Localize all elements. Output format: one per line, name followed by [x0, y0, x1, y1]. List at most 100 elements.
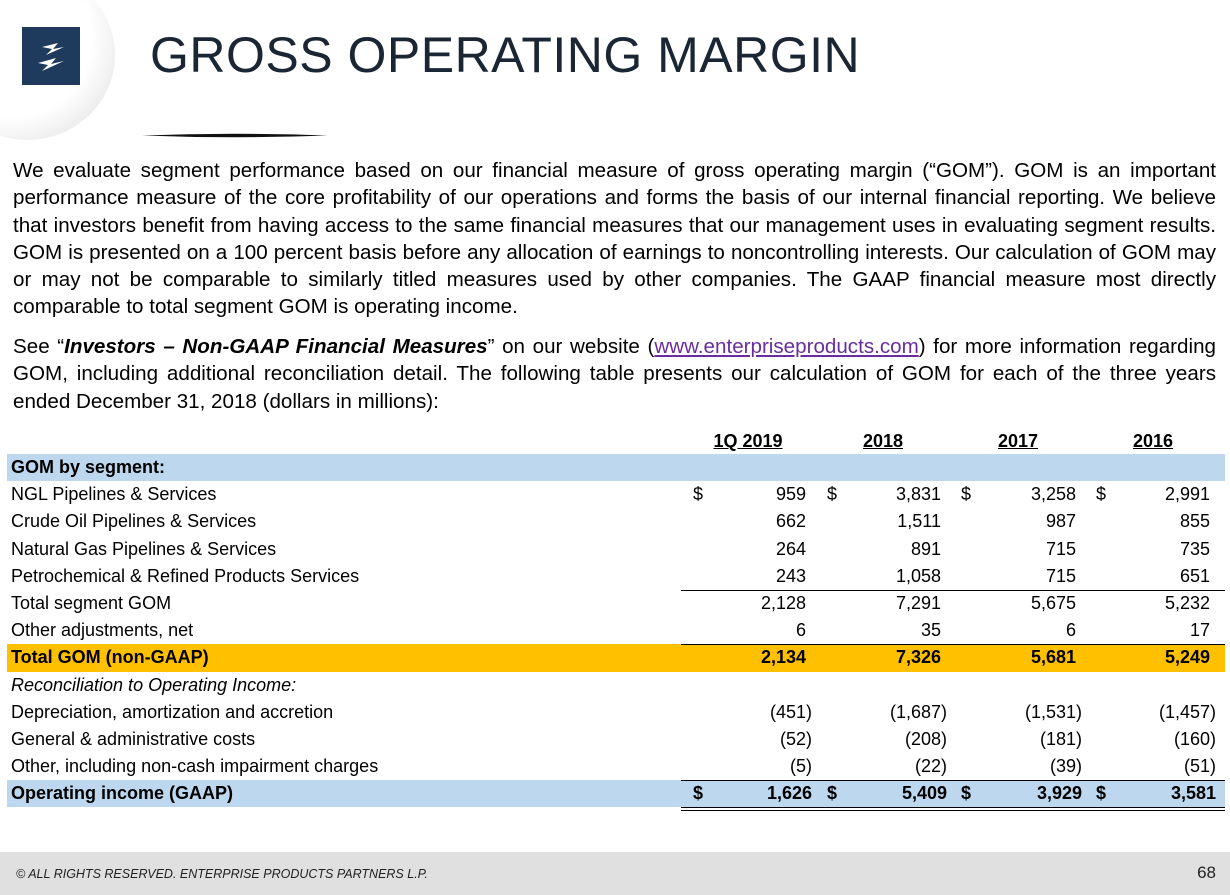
- dollar-sign: $: [1096, 484, 1107, 505]
- table-row: Petrochemical & Refined Products Service…: [7, 563, 1225, 590]
- cell-value: 651: [1179, 565, 1210, 586]
- cell-value: 6: [1065, 620, 1076, 641]
- cell-value: (451): [769, 701, 812, 722]
- cell-value: 2,991: [1164, 484, 1210, 505]
- recon-header-row: Reconciliation to Operating Income:: [7, 672, 1225, 699]
- cell-value: 264: [775, 538, 806, 559]
- total-segment-row: Total segment GOM 2,128 7,291 5,675 5,23…: [7, 589, 1225, 617]
- cell-value: (51): [1183, 756, 1216, 777]
- dollar-sign: $: [827, 484, 838, 505]
- table-row: General & administrative costs (52) (208…: [7, 726, 1225, 753]
- cell-value: 35: [920, 620, 941, 641]
- cell-value: 1,511: [897, 511, 941, 532]
- cell-value: 2,128: [760, 592, 806, 613]
- row-label: Crude Oil Pipelines & Services: [11, 511, 257, 532]
- cell-value: (1,457): [1158, 701, 1216, 722]
- cell-value: (1,687): [889, 701, 947, 722]
- copyright-text: © ALL RIGHTS RESERVED. ENTERPRISE PRODUC…: [16, 867, 428, 881]
- cell-value: 959: [775, 484, 806, 505]
- cell-value: 5,681: [1030, 647, 1076, 668]
- table-row: Natural Gas Pipelines & Services 264 891…: [7, 536, 1225, 563]
- dollar-sign: $: [693, 484, 704, 505]
- cell-value: (22): [914, 756, 947, 777]
- cell-value: 6: [795, 620, 806, 641]
- total-gom-row: Total GOM (non-GAAP) 2,134 7,326 5,681 5…: [7, 644, 1225, 672]
- company-logo: [22, 27, 80, 85]
- double-underline: [681, 807, 1225, 812]
- cell-value: 7,326: [895, 647, 941, 668]
- cell-value: 5,249: [1164, 647, 1210, 668]
- cell-value: 3,929: [1036, 783, 1082, 804]
- total-rule: [681, 644, 1225, 646]
- row-label: Total segment GOM: [11, 592, 172, 613]
- dollar-sign: $: [827, 783, 838, 804]
- intro-paragraph: We evaluate segment performance based on…: [13, 159, 1216, 319]
- page-title: GROSS OPERATING MARGIN: [150, 27, 861, 83]
- row-label: Depreciation, amortization and accretion: [11, 701, 334, 722]
- cell-value: 735: [1179, 538, 1210, 559]
- cell-value: 2,134: [760, 647, 806, 668]
- column-header: 1Q 2019: [713, 431, 783, 451]
- row-label: Natural Gas Pipelines & Services: [11, 538, 277, 559]
- table-row: Depreciation, amortization and accretion…: [7, 699, 1225, 726]
- emphasis-text: Investors – Non-GAAP Financial Measures: [64, 335, 488, 358]
- row-label: Other adjustments, net: [11, 620, 194, 641]
- table-header-row: 1Q 2019 2018 2017 2016: [7, 428, 1225, 454]
- table-row: Other, including non-cash impairment cha…: [7, 753, 1225, 780]
- cell-value: (52): [779, 728, 812, 749]
- cell-value: 3,581: [1170, 783, 1216, 804]
- cell-value: 243: [775, 565, 806, 586]
- cell-value: 855: [1179, 511, 1210, 532]
- double-underline-row: [7, 807, 1225, 813]
- column-header: 2016: [1132, 431, 1174, 451]
- website-link[interactable]: www.enterpriseproducts.com: [654, 335, 919, 358]
- cell-value: 3,258: [1030, 484, 1076, 505]
- row-label: NGL Pipelines & Services: [11, 484, 217, 505]
- title-underline: [142, 133, 328, 138]
- cell-value: 662: [775, 511, 806, 532]
- page-number: 68: [1197, 863, 1216, 882]
- cell-value: 715: [1045, 565, 1076, 586]
- dollar-sign: $: [693, 783, 704, 804]
- operating-income-rule: [681, 780, 1225, 782]
- cell-value: (160): [1173, 728, 1216, 749]
- cell-value: 5,232: [1164, 592, 1210, 613]
- section-header-row: GOM by segment:: [7, 454, 1225, 482]
- cell-value: (181): [1039, 728, 1082, 749]
- cell-value: 7,291: [895, 592, 941, 613]
- row-label: Petrochemical & Refined Products Service…: [11, 565, 360, 586]
- cell-value: 3,831: [895, 484, 941, 505]
- dollar-sign: $: [1096, 783, 1107, 804]
- operating-income-row: Operating income (GAAP) $ 1,626 $ 5,409 …: [7, 780, 1225, 808]
- subtotal-rule: [681, 589, 1225, 591]
- cell-value: 1,626: [766, 783, 812, 804]
- table-row: NGL Pipelines & Services $ 959 $ 3,831 $…: [7, 481, 1225, 508]
- cell-value: (208): [904, 728, 947, 749]
- gom-table: 1Q 2019 2018 2017 2016 GOM by segment: N…: [7, 428, 1225, 813]
- cell-value: 17: [1189, 620, 1210, 641]
- cell-value: 5,675: [1030, 592, 1076, 613]
- footer-bar: © ALL RIGHTS RESERVED. ENTERPRISE PRODUC…: [0, 852, 1230, 895]
- cell-value: 891: [910, 538, 941, 559]
- section-label: GOM by segment:: [11, 457, 166, 477]
- column-header: 2018: [862, 431, 904, 451]
- row-label: Operating income (GAAP): [11, 783, 234, 804]
- section-label: Reconciliation to Operating Income:: [11, 674, 297, 695]
- column-header: 2017: [997, 431, 1039, 451]
- table-row: Other adjustments, net 6 35 6 17: [7, 617, 1225, 644]
- reference-paragraph: See “Investors – Non-GAAP Financial Meas…: [13, 335, 1216, 413]
- cell-value: (1,531): [1024, 701, 1082, 722]
- cell-value: 987: [1045, 511, 1076, 532]
- cell-value: 5,409: [901, 783, 947, 804]
- cell-value: (5): [790, 756, 812, 777]
- cell-value: 715: [1045, 538, 1076, 559]
- dollar-sign: $: [961, 484, 972, 505]
- row-label: Total GOM (non-GAAP): [11, 647, 209, 668]
- table-row: Crude Oil Pipelines & Services 662 1,511…: [7, 508, 1225, 535]
- row-label: Other, including non-cash impairment cha…: [11, 756, 379, 777]
- cell-value: 1,058: [895, 565, 941, 586]
- dollar-sign: $: [961, 783, 972, 804]
- row-label: General & administrative costs: [11, 728, 256, 749]
- cell-value: (39): [1049, 756, 1082, 777]
- enterprise-products-logo-icon: [38, 43, 64, 71]
